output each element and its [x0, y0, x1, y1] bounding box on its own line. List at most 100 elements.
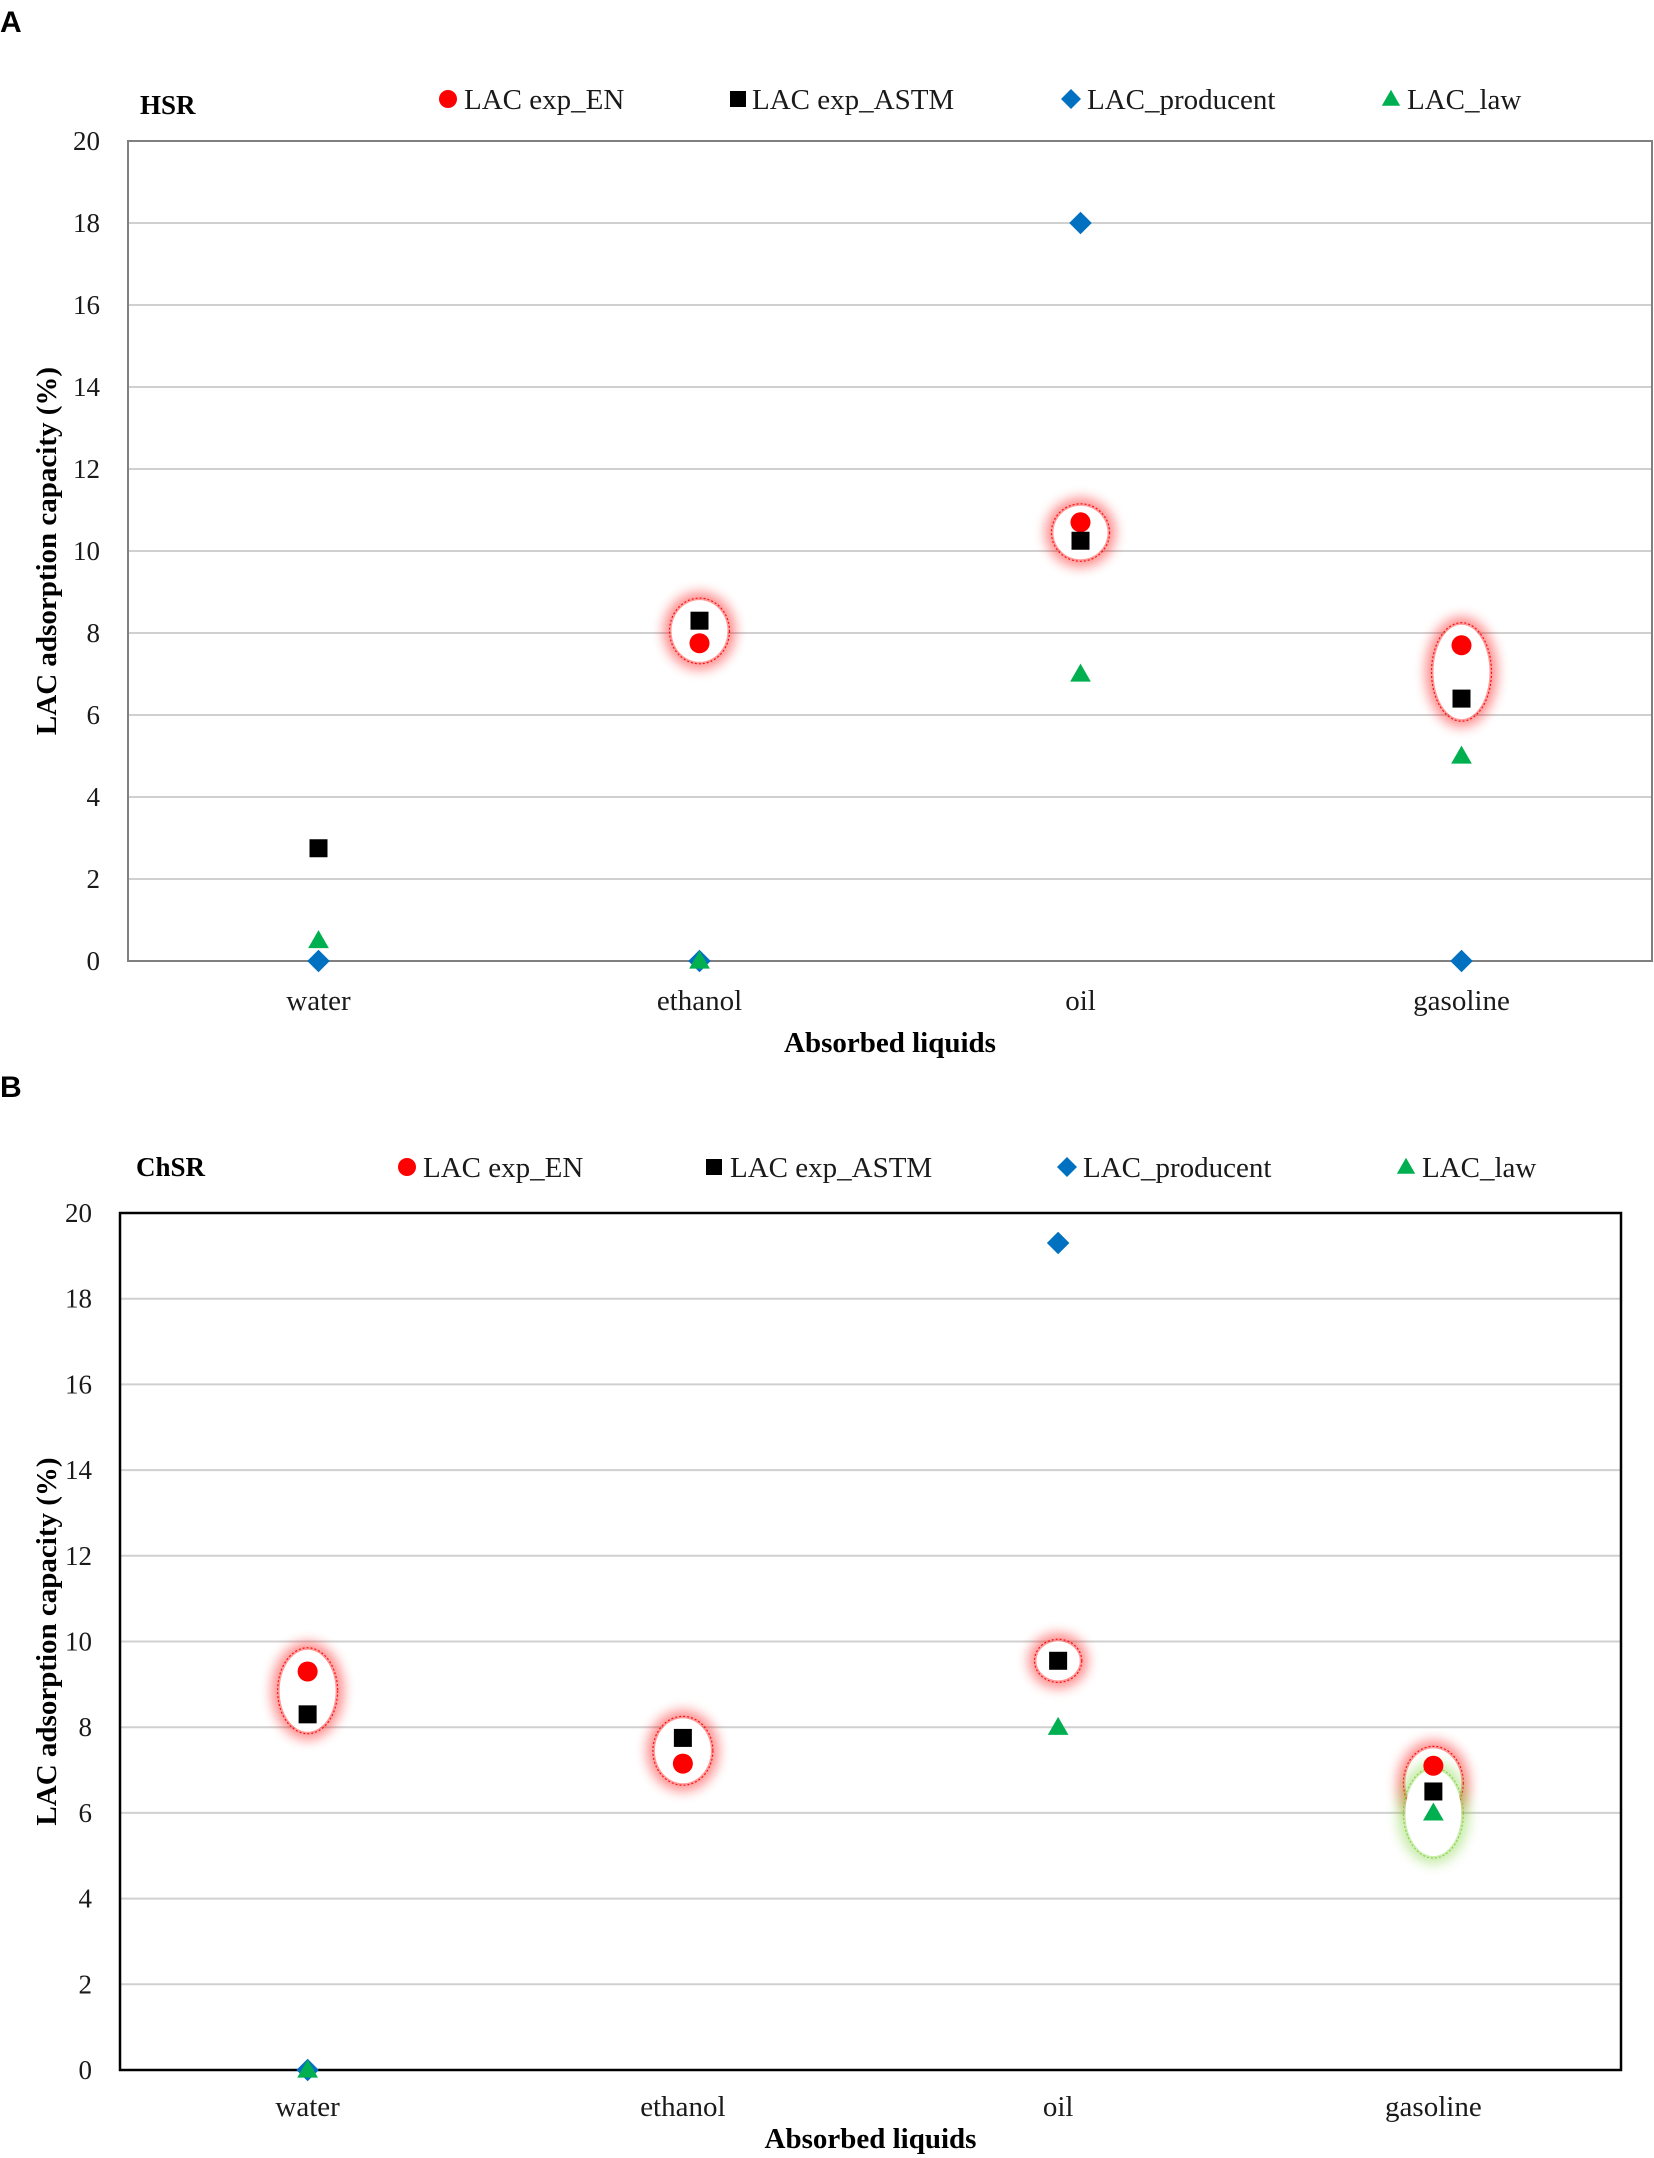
y-tick-label: 4	[79, 1884, 93, 1914]
legend-label: LAC exp_EN	[464, 84, 624, 116]
data-point	[1046, 1231, 1070, 1255]
highlight-ring	[652, 1715, 714, 1786]
panel-letter: A	[0, 6, 22, 39]
panel-letter: B	[0, 1071, 22, 1104]
x-tick-label: ethanol	[657, 985, 742, 1017]
data-point	[673, 1728, 692, 1747]
data-point	[309, 839, 328, 858]
y-tick-label: 4	[87, 782, 101, 812]
legend-marker	[1061, 89, 1081, 109]
highlight-core	[654, 1718, 711, 1784]
data-point	[689, 950, 710, 969]
legend-label: LAC exp_ASTM	[730, 1152, 932, 1184]
legend-marker	[1381, 89, 1401, 106]
y-axis-label: LAC adsorption capacity (%)	[31, 367, 63, 735]
y-tick-label: 20	[65, 1198, 92, 1228]
y-tick-label: 14	[73, 372, 101, 402]
legend-item: LAC_law	[1396, 1152, 1536, 1184]
highlight-ellipse	[663, 592, 736, 670]
y-tick-label: 12	[73, 454, 100, 484]
data-point	[689, 633, 710, 654]
y-tick-label: 6	[87, 700, 101, 730]
y-tick-label: 10	[73, 536, 100, 566]
data-point	[1070, 663, 1091, 682]
legend-item: LAC_producent	[1057, 1152, 1271, 1184]
highlight-ring	[668, 597, 731, 665]
data-point	[690, 611, 709, 630]
y-tick-label: 0	[79, 2055, 93, 2085]
y-tick-label: 18	[65, 1284, 92, 1314]
legend-label: LAC_law	[1422, 1152, 1536, 1184]
data-point	[307, 949, 330, 973]
y-tick-label: 8	[87, 618, 101, 648]
highlight-ring	[277, 1647, 339, 1735]
highlight-core	[279, 1649, 336, 1732]
y-tick-label: 8	[79, 1712, 93, 1742]
y-tick-label: 18	[73, 208, 100, 238]
data-point	[1423, 1802, 1444, 1821]
y-tick-label: 12	[65, 1541, 92, 1571]
legend-item: LAC exp_ASTM	[730, 84, 954, 116]
highlight-ring	[1402, 1767, 1464, 1859]
data-point	[1424, 1782, 1443, 1801]
y-tick-label: 6	[79, 1798, 93, 1828]
highlight-core	[1433, 624, 1490, 720]
legend-marker	[730, 91, 746, 107]
legend-marker	[1057, 1157, 1077, 1177]
y-tick-label: 16	[65, 1369, 92, 1399]
legend-item: LAC_law	[1381, 84, 1521, 116]
legend-label: LAC exp_ASTM	[752, 84, 954, 116]
y-tick-label: 14	[65, 1455, 93, 1485]
plot-area-frame	[118, 1211, 1623, 2072]
x-tick-label: gasoline	[1413, 985, 1510, 1017]
x-axis-label: Absorbed liquids	[784, 1027, 996, 1059]
data-point	[1451, 745, 1472, 764]
data-point	[297, 2059, 318, 2078]
highlight-ellipse	[271, 1641, 344, 1740]
x-tick-label: water	[286, 985, 351, 1017]
y-tick-label: 2	[79, 1969, 93, 1999]
y-axis-label: LAC adsorption capacity (%)	[31, 1457, 63, 1825]
legend-item: LAC exp_ASTM	[706, 1152, 932, 1184]
y-tick-label: 10	[65, 1627, 92, 1657]
data-point	[308, 930, 329, 949]
data-point	[1070, 512, 1091, 533]
data-point	[1069, 211, 1092, 235]
highlight-ring	[1033, 1638, 1083, 1683]
legend-marker	[439, 90, 457, 108]
data-point	[1423, 1755, 1444, 1776]
x-tick-label: oil	[1065, 985, 1096, 1017]
legend-item: LAC exp_EN	[398, 1152, 583, 1184]
y-tick-label: 16	[73, 290, 100, 320]
data-point	[1450, 949, 1473, 973]
legend-label: LAC exp_EN	[423, 1152, 583, 1184]
data-point	[1451, 635, 1472, 656]
y-tick-label: 20	[73, 126, 100, 156]
data-point	[1049, 1651, 1068, 1670]
highlight-ellipse	[1425, 616, 1498, 728]
legend-marker	[398, 1158, 416, 1176]
data-point	[1047, 1716, 1069, 1735]
legend-label: LAC_producent	[1083, 1152, 1271, 1184]
highlight-ellipse	[646, 1710, 719, 1792]
x-tick-label: water	[275, 2091, 340, 2123]
legend-item: LAC exp_EN	[439, 84, 624, 116]
chart-title: HSR	[140, 90, 196, 120]
plot-area-frame	[127, 140, 1653, 962]
legend-label: LAC_producent	[1087, 84, 1275, 116]
legend-marker	[1396, 1157, 1416, 1174]
highlight-ring	[1050, 503, 1111, 562]
data-point	[672, 1753, 693, 1774]
panel-hsr: A HSR LAC exp_EN LAC exp_ASTM LAC_producent L…	[0, 6, 1653, 1059]
legend-label: LAC_law	[1407, 84, 1521, 116]
data-point	[1071, 531, 1090, 550]
y-tick-label: 0	[87, 946, 101, 976]
y-tick-label: 2	[87, 864, 101, 894]
x-tick-label: oil	[1043, 2091, 1074, 2123]
x-tick-label: ethanol	[640, 2091, 725, 2123]
data-point	[298, 1705, 317, 1724]
highlight-core	[671, 600, 728, 662]
data-point	[1452, 689, 1471, 708]
highlight-ring	[1430, 622, 1493, 722]
legend-item: LAC_producent	[1061, 84, 1275, 116]
